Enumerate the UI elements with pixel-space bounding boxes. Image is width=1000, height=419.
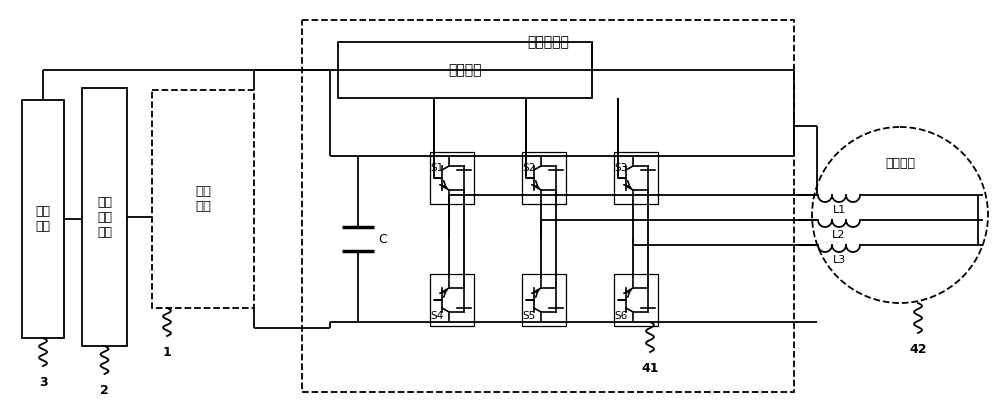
Bar [522,274,566,326]
Text: 三相电机: 三相电机 [885,157,915,170]
Text: 41: 41 [641,362,659,375]
Bar [22,100,64,338]
Text: L1: L1 [832,205,846,215]
Polygon shape [457,292,471,308]
Text: C: C [378,233,387,246]
Bar [152,90,254,308]
Bar [614,152,658,204]
Text: L3: L3 [832,255,846,265]
Bar [338,42,592,98]
Polygon shape [457,170,471,186]
Text: 3: 3 [39,376,47,389]
Bar [430,152,474,204]
Text: L2: L2 [832,230,846,240]
Text: 控制模块: 控制模块 [448,63,482,77]
Text: 42: 42 [909,343,927,356]
Polygon shape [549,170,563,186]
Bar [430,274,474,326]
Text: S1: S1 [430,163,443,173]
Text: S2: S2 [522,163,535,173]
Text: S3: S3 [614,163,627,173]
Bar [82,88,127,346]
Text: 动力
电池: 动力 电池 [195,185,211,213]
Bar [522,152,566,204]
Text: 控制
系统: 控制 系统 [36,205,50,233]
Polygon shape [549,292,563,308]
Polygon shape [641,170,655,186]
Text: 1: 1 [163,346,171,359]
Text: S4: S4 [430,311,443,321]
Bar [614,274,658,326]
Text: 电机控制器: 电机控制器 [527,35,569,49]
Bar [302,20,794,392]
Text: S5: S5 [522,311,535,321]
Text: S6: S6 [614,311,627,321]
Text: 电池
管理
系统: 电池 管理 系统 [97,196,112,238]
Text: 2: 2 [100,384,109,397]
Polygon shape [641,292,655,308]
